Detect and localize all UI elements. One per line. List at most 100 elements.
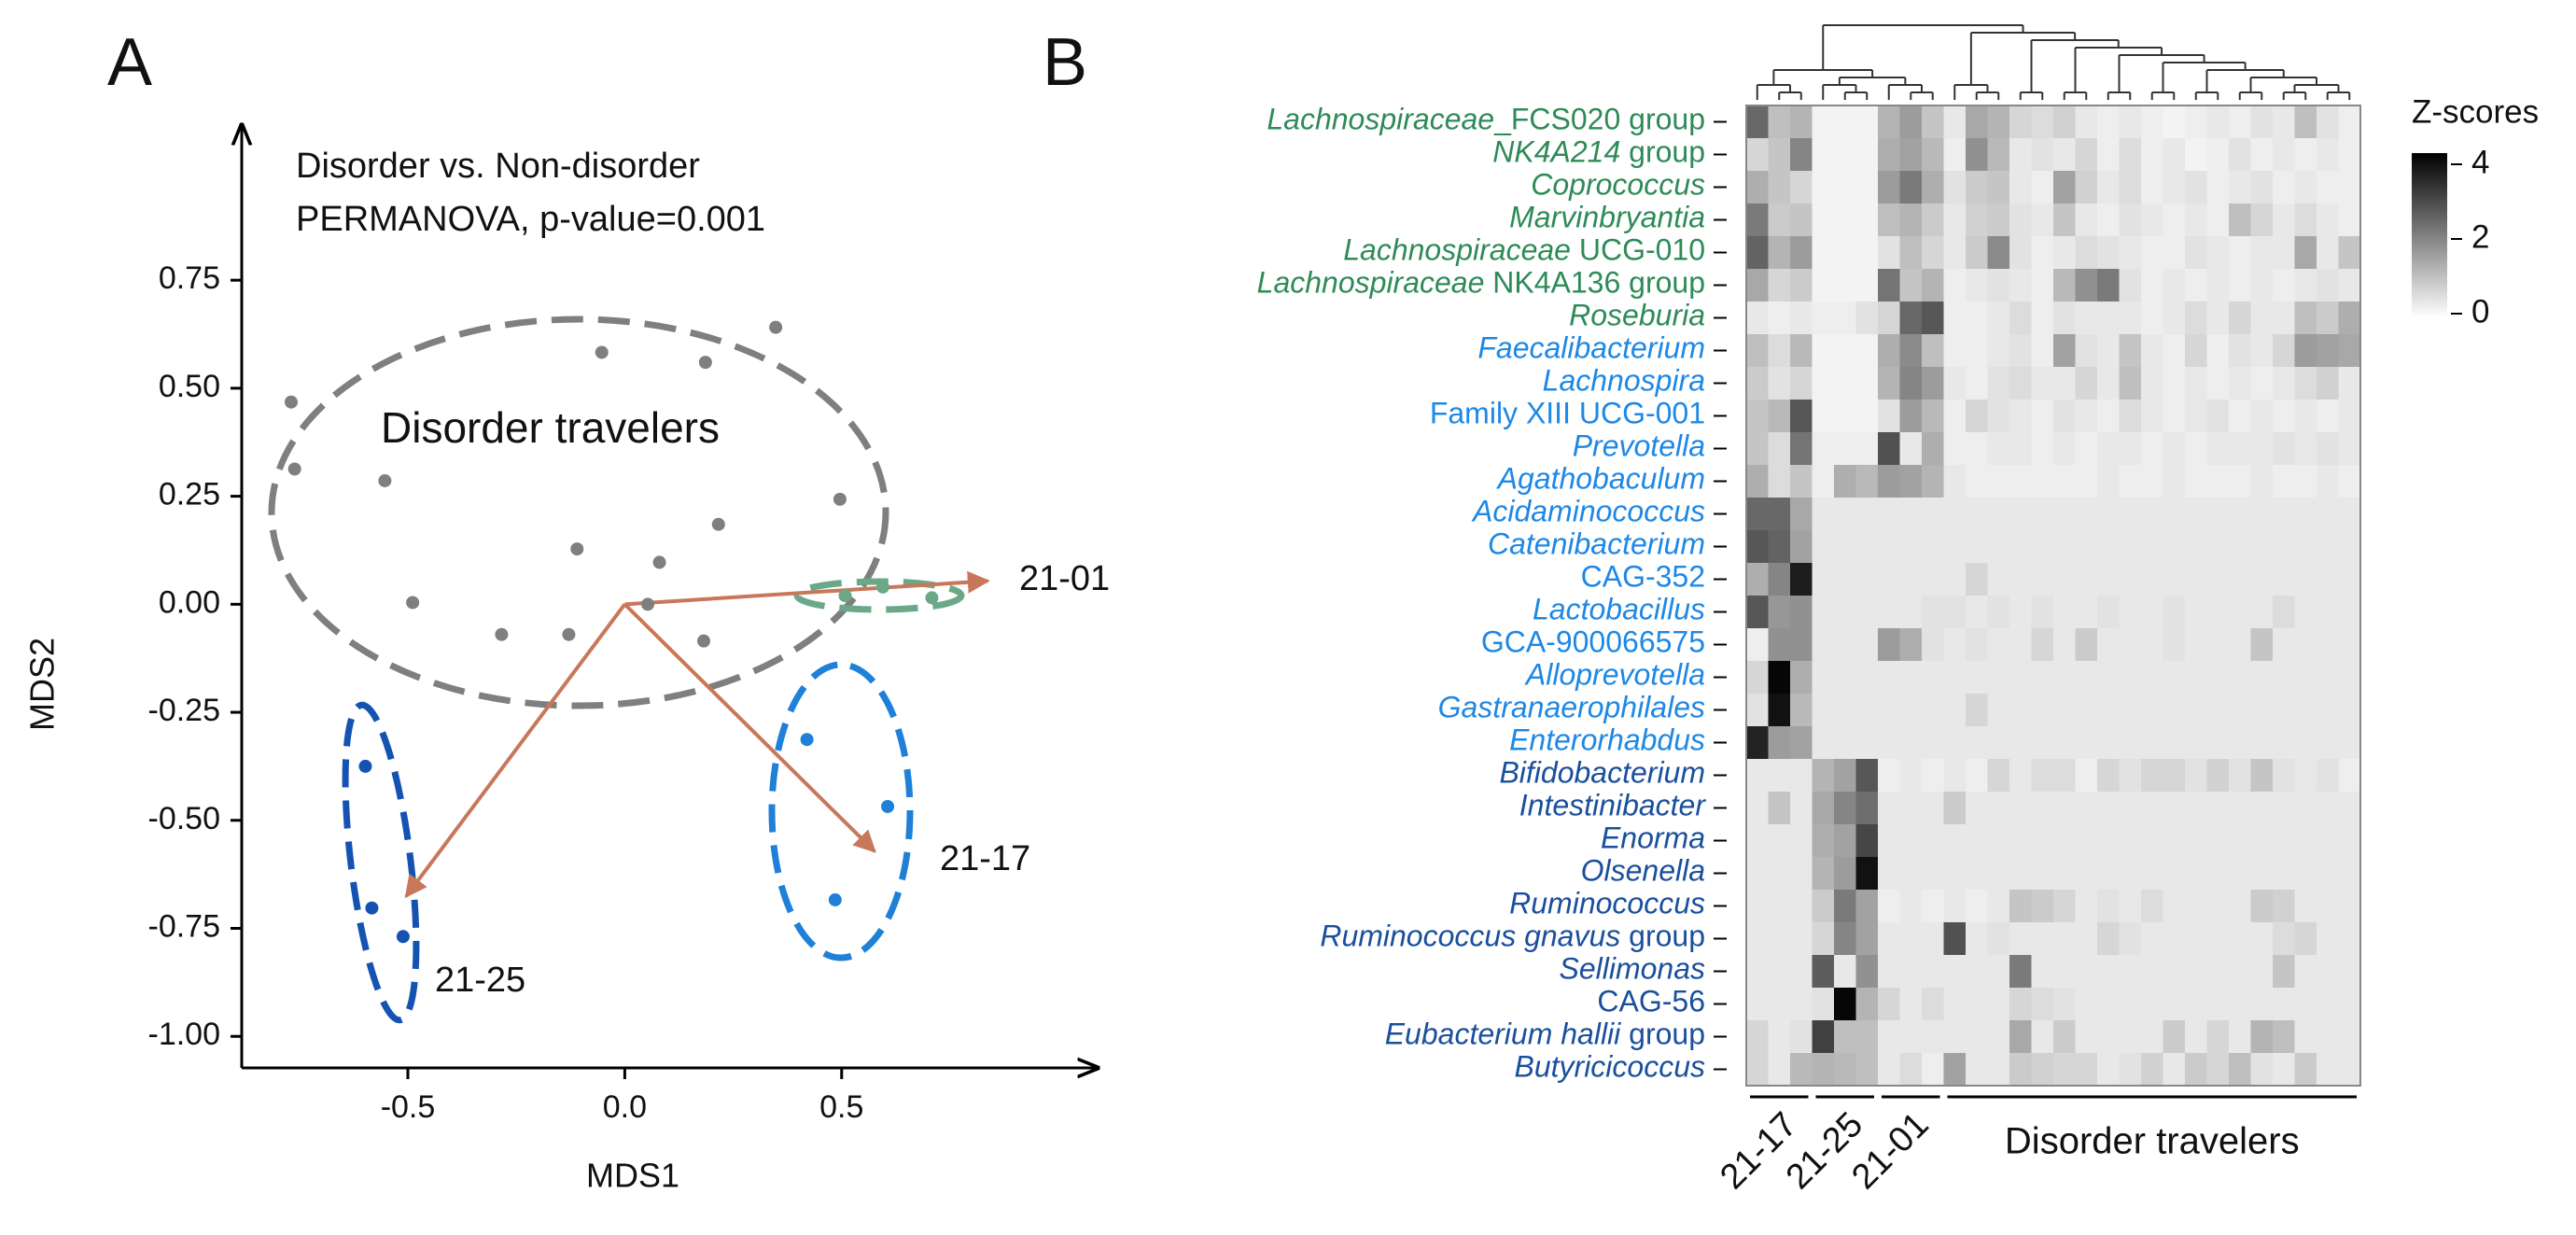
heatmap-cell — [2097, 400, 2121, 433]
heatmap-cell — [2141, 530, 2164, 564]
heatmap-cell — [2273, 334, 2296, 368]
heatmap-cell — [1812, 857, 1835, 891]
row-label: Marvinbryantia — [1509, 201, 1705, 234]
heatmap-cell — [2317, 792, 2340, 825]
heatmap-cell — [1878, 432, 1901, 466]
point — [833, 492, 847, 506]
heatmap-cell — [2229, 105, 2252, 139]
heatmap-cell — [2031, 824, 2054, 858]
heatmap-cell — [1768, 138, 1791, 172]
heatmap-cell — [2053, 530, 2077, 564]
heatmap-cell — [2206, 857, 2230, 891]
heatmap-cell — [2294, 563, 2317, 596]
heatmap-cell — [2097, 1020, 2121, 1054]
heatmap-cell — [1878, 563, 1901, 596]
group-label: 21-17 — [940, 839, 1030, 878]
heatmap-cell — [2250, 596, 2274, 629]
heatmap-cell — [2185, 530, 2208, 564]
heatmap-cell — [2053, 563, 2077, 596]
row-label-part: Marvinbryantia — [1509, 201, 1705, 234]
heatmap-cell — [2009, 236, 2033, 270]
heatmap-cell — [1922, 269, 1945, 302]
heatmap-cell — [1943, 726, 1967, 760]
heatmap-cell — [2185, 563, 2208, 596]
heatmap-cell — [1855, 465, 1879, 498]
heatmap-cell — [2317, 400, 2340, 433]
heatmap-cell — [2206, 171, 2230, 204]
heatmap-cell — [1746, 334, 1770, 368]
y-tick-label: -0.50 — [148, 801, 221, 836]
heatmap-cell — [2229, 824, 2252, 858]
heatmap-cell — [1943, 171, 1967, 204]
heatmap-cell — [1899, 1020, 1923, 1054]
heatmap-cell — [2097, 530, 2121, 564]
heatmap-cell — [2097, 955, 2121, 989]
heatmap-cell — [1966, 661, 1989, 695]
heatmap-cell — [1834, 367, 1857, 400]
group-ellipse — [793, 578, 965, 613]
heatmap-cell — [2075, 1020, 2098, 1054]
heatmap-cell — [2229, 955, 2252, 989]
colorbar-tick-label: 4 — [2471, 144, 2489, 180]
heatmap-cell — [2053, 857, 2077, 891]
heatmap-cell — [1987, 367, 2010, 400]
heatmap-cell — [1834, 824, 1857, 858]
heatmap-cell — [1768, 628, 1791, 662]
heatmap-cell — [1768, 759, 1791, 793]
heatmap-cell — [2031, 498, 2054, 531]
heatmap-cell — [1878, 726, 1901, 760]
heatmap-cell — [1790, 203, 1813, 237]
heatmap-cell — [1768, 694, 1791, 727]
heatmap-cell — [2097, 367, 2121, 400]
heatmap-cell — [2294, 1053, 2317, 1087]
heatmap-cell — [2097, 824, 2121, 858]
heatmap-cell — [2317, 890, 2340, 923]
heatmap-cell — [1966, 857, 1989, 891]
heatmap-cell — [2053, 498, 2077, 531]
heatmap-cell — [1943, 628, 1967, 662]
heatmap-cell — [2097, 922, 2121, 956]
heatmap-cell — [1922, 661, 1945, 695]
heatmap-cell — [1987, 1020, 2010, 1054]
heatmap-cell — [2229, 661, 2252, 695]
heatmap-cell — [1878, 792, 1901, 825]
heatmap-cell — [2317, 105, 2340, 139]
heatmap-cell — [1987, 498, 2010, 531]
point — [875, 580, 889, 594]
heatmap-cell — [2031, 236, 2054, 270]
point — [769, 320, 783, 334]
heatmap-cell — [2163, 203, 2186, 237]
heatmap-cell — [2097, 171, 2121, 204]
heatmap-cell — [2273, 269, 2296, 302]
heatmap-cell — [2053, 1053, 2077, 1087]
heatmap-cell — [1966, 596, 1989, 629]
heatmap-cell — [2031, 334, 2054, 368]
heatmap-cell — [2317, 988, 2340, 1021]
heatmap-cell — [2273, 726, 2296, 760]
heatmap-cell — [2075, 922, 2098, 956]
heatmap-cell — [1922, 922, 1945, 956]
point — [378, 473, 392, 487]
heatmap-cell — [1966, 105, 1989, 139]
heatmap-cell — [2185, 203, 2208, 237]
panel-label: A — [107, 25, 152, 100]
heatmap-cell — [2250, 890, 2274, 923]
heatmap-cell — [1746, 269, 1770, 302]
heatmap-cell — [1922, 400, 1945, 433]
heatmap-cell — [2163, 498, 2186, 531]
heatmap-cell — [2294, 367, 2317, 400]
heatmap-cell — [1746, 596, 1770, 629]
heatmap-cell — [2206, 792, 2230, 825]
heatmap-cell — [2294, 465, 2317, 498]
heatmap-cell — [2141, 890, 2164, 923]
heatmap-cell — [2009, 367, 2033, 400]
heatmap-cell — [1746, 792, 1770, 825]
heatmap-cell — [1768, 400, 1791, 433]
heatmap-cell — [2185, 596, 2208, 629]
heatmap-cell — [2294, 694, 2317, 727]
heatmap-cell — [2185, 171, 2208, 204]
group-label: 21-01 — [1844, 1105, 1936, 1197]
heatmap-cell — [1878, 890, 1901, 923]
heatmap-cell — [2097, 432, 2121, 466]
